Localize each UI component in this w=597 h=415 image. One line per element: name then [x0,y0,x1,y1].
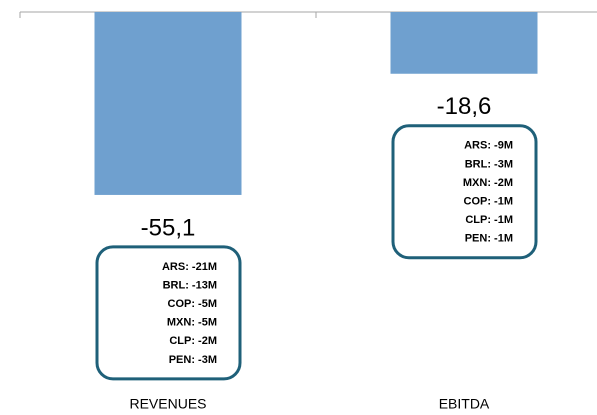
bar [94,12,242,195]
breakdown-line: PEN: -1M [465,233,513,245]
breakdown-line: MXN: -5M [167,317,217,329]
breakdown-line: ARS: -21M [162,261,217,273]
breakdown-line: ARS: -9M [464,140,513,152]
value-label: -18,6 [437,93,492,120]
breakdown-box [391,124,538,260]
value-label: -55,1 [141,214,196,241]
bar [390,12,538,74]
x-tick-label: EBITDA [439,396,490,412]
breakdown-line: CLP: -2M [169,335,217,347]
breakdown-line: COP: -5M [168,298,218,310]
breakdown-line: COP: -1M [464,195,514,207]
breakdown-line: BRL: -3M [465,158,513,170]
breakdown-line: CLP: -1M [465,214,513,226]
x-tick-label: REVENUES [129,396,206,412]
breakdown-line: BRL: -13M [163,279,217,291]
breakdown-box [95,245,242,381]
breakdown-line: MXN: -2M [463,177,513,189]
breakdown-line: PEN: -3M [169,354,217,366]
